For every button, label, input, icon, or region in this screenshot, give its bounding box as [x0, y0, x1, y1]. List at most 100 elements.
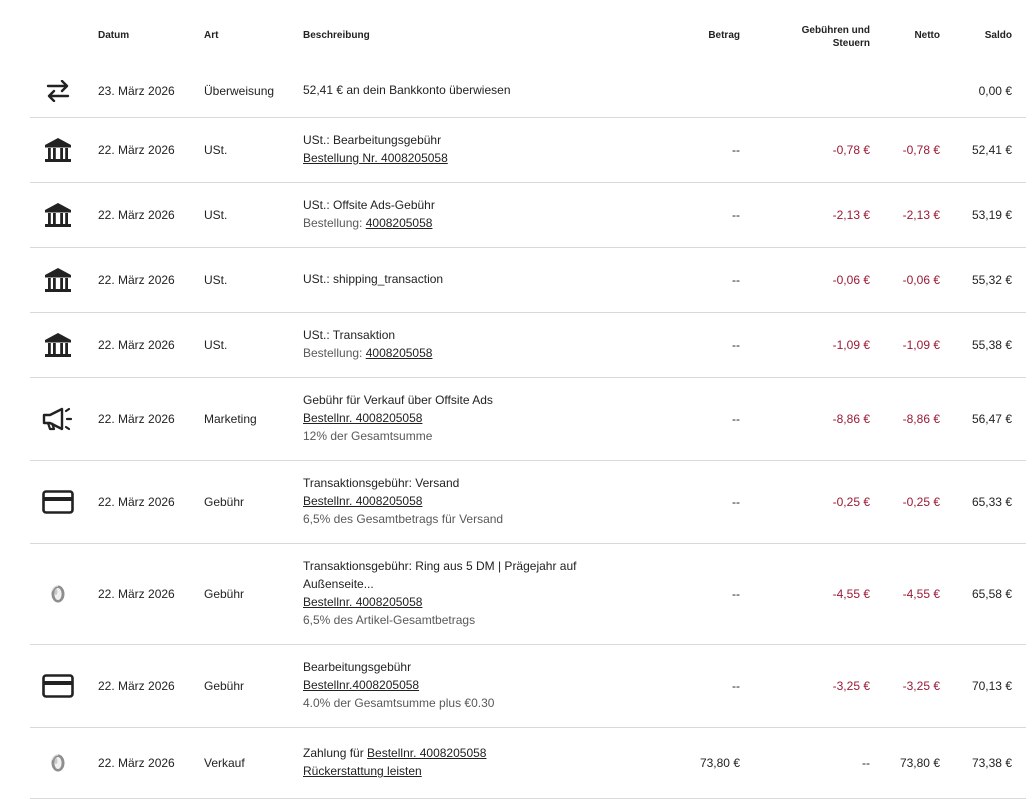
order-link[interactable]: Bestellnr. 4008205058 — [303, 411, 423, 425]
row-datum: 22. März 2026 — [98, 338, 175, 352]
desc-line-2: Bestellnr.4008205058 — [303, 676, 633, 694]
row-datum: 22. März 2026 — [98, 495, 175, 509]
ring-icon — [40, 576, 76, 612]
row-datum: 22. März 2026 — [98, 143, 175, 157]
row-betrag: 73,80 € — [699, 756, 740, 770]
desc-line-1b: Außenseite... — [303, 577, 374, 591]
order-link[interactable]: Bestellnr. 4008205058 — [303, 595, 423, 609]
header-gebuehren: Gebühren und Steuern — [801, 25, 870, 49]
megaphone-icon — [40, 401, 76, 437]
refund-link[interactable]: Rückerstattung leisten — [303, 764, 422, 778]
header-betrag: Betrag — [708, 30, 740, 41]
row-art: USt. — [204, 208, 228, 222]
desc-line-3: 6,5% des Gesamtbetrags für Versand — [303, 512, 504, 526]
desc-line-1: 52,41 € an dein Bankkonto überwiesen — [303, 83, 511, 97]
row-saldo: 73,38 € — [971, 756, 1012, 770]
bank-icon — [40, 197, 76, 233]
row-betrag: -- — [732, 143, 740, 157]
row-datum: 22. März 2026 — [98, 679, 175, 693]
order-link[interactable]: Bestellnr.4008205058 — [303, 678, 420, 692]
row-gebuehren: -1,09 € — [832, 338, 870, 352]
row-betrag: -- — [732, 412, 740, 426]
ring-icon — [40, 745, 76, 781]
row-gebuehren: -2,13 € — [832, 208, 870, 222]
row-beschreibung: 52,41 € an dein Bankkonto überwiesen — [303, 81, 633, 99]
row-art: Marketing — [204, 412, 257, 426]
bank-icon — [40, 327, 76, 363]
row-beschreibung: USt.: Offsite Ads-Gebühr Bestellung: 4008… — [303, 196, 633, 232]
row-netto: -4,55 € — [902, 587, 940, 601]
row-art: Gebühr — [204, 495, 245, 509]
row-betrag: -- — [732, 273, 740, 287]
row-datum: 22. März 2026 — [98, 756, 175, 770]
row-netto: -3,25 € — [902, 679, 940, 693]
table-row: 22. März 2026 USt. USt.: Offsite Ads-Gebüh… — [30, 183, 1026, 248]
table-row: 22. März 2026 Gebühr Transaktionsgebühr: R… — [30, 544, 1026, 645]
row-betrag: -- — [732, 495, 740, 509]
row-gebuehren: -0,25 € — [832, 495, 870, 509]
row-datum: 23. März 2026 — [98, 84, 175, 98]
desc-line-1: Transaktionsgebühr: Versand — [303, 476, 460, 490]
desc-line-2: Bestellnr. 4008205058 — [303, 593, 633, 611]
order-link[interactable]: 4008205058 — [365, 346, 433, 360]
desc-line-2: Bestellung: 4008205058 — [303, 346, 433, 360]
header-datum[interactable]: Datum — [98, 30, 130, 41]
table-row: 22. März 2026 Gebühr Transaktionsgebühr: V… — [30, 461, 1026, 544]
row-betrag: -- — [732, 338, 740, 352]
desc-line-1: USt.: Offsite Ads-Gebühr — [303, 198, 435, 212]
bank-icon — [40, 262, 76, 298]
row-saldo: 56,47 € — [971, 412, 1012, 426]
order-link[interactable]: Bestellnr. 4008205058 — [367, 746, 487, 760]
table-row: 22. März 2026 Marketing Gebühr für Verkauf… — [30, 378, 1026, 461]
desc-line-1: USt.: Transaktion — [303, 328, 396, 342]
table-row: 22. März 2026 Gebühr Bearbeitungsgebühr Bes… — [30, 645, 1026, 728]
table-row: 22. März 2026 Verkauf Zahlung für Bestelln… — [30, 728, 1026, 799]
row-art: USt. — [204, 338, 228, 352]
row-netto: -0,78 € — [902, 143, 940, 157]
table-row: 22. März 2026 USt. USt.: Transaktion Bestel… — [30, 313, 1026, 378]
row-gebuehren: -3,25 € — [832, 679, 870, 693]
table-row: 22. März 2026 USt. USt.: Bearbeitungsgebüh… — [30, 118, 1026, 183]
desc-line-3: 12% der Gesamtsumme — [303, 429, 433, 443]
table-row: 22. März 2026 USt. USt.: shipping_transact… — [30, 248, 1026, 313]
table-row: 23. März 2026 Überweisung 52,41 € an dein … — [30, 64, 1026, 118]
desc-line-1: Zahlung für Bestellnr. 4008205058 — [303, 746, 487, 760]
order-link[interactable]: 4008205058 — [365, 216, 433, 230]
header-saldo: Saldo — [984, 30, 1012, 41]
row-art: Verkauf — [204, 756, 245, 770]
desc-line-1: Transaktionsgebühr: Ring aus 5 DM | Präg… — [303, 559, 577, 573]
row-beschreibung: Gebühr für Verkauf über Offsite Ads Beste… — [303, 391, 633, 445]
transfer-icon — [40, 73, 76, 109]
row-datum: 22. März 2026 — [98, 412, 175, 426]
row-art: Überweisung — [204, 84, 275, 98]
row-betrag: -- — [732, 587, 740, 601]
desc-line-2: Bestellnr. 4008205058 — [303, 409, 633, 427]
row-saldo: 52,41 € — [971, 143, 1012, 157]
row-betrag: -- — [732, 679, 740, 693]
desc-line-2: Bestellung: 4008205058 — [303, 216, 433, 230]
row-beschreibung: Zahlung für Bestellnr. 4008205058 Rückers… — [303, 744, 633, 780]
row-netto: -0,06 € — [902, 273, 940, 287]
desc-line-1: USt.: shipping_transaction — [303, 272, 444, 286]
bank-icon — [40, 132, 76, 168]
row-beschreibung: Transaktionsgebühr: Ring aus 5 DM | Präg… — [303, 557, 633, 629]
row-saldo: 70,13 € — [971, 679, 1012, 693]
row-gebuehren: -0,06 € — [832, 273, 870, 287]
row-art: Gebühr — [204, 679, 245, 693]
order-link[interactable]: Bestellung Nr. 4008205058 — [303, 151, 448, 165]
row-datum: 22. März 2026 — [98, 587, 175, 601]
desc-line-1: Bearbeitungsgebühr — [303, 660, 412, 674]
row-art: USt. — [204, 143, 228, 157]
row-beschreibung: Bearbeitungsgebühr Bestellnr.4008205058 4.… — [303, 658, 633, 712]
row-gebuehren: -- — [862, 756, 870, 770]
row-netto: -8,86 € — [902, 412, 940, 426]
desc-line-2: Rückerstattung leisten — [303, 762, 633, 780]
order-link[interactable]: Bestellnr. 4008205058 — [303, 494, 423, 508]
row-gebuehren: -4,55 € — [832, 587, 870, 601]
header-beschreibung: Beschreibung — [303, 30, 370, 41]
row-saldo: 55,38 € — [971, 338, 1012, 352]
header-art[interactable]: Art — [204, 30, 219, 41]
row-beschreibung: USt.: Transaktion Bestellung: 4008205058 — [303, 326, 633, 362]
row-netto: -0,25 € — [902, 495, 940, 509]
